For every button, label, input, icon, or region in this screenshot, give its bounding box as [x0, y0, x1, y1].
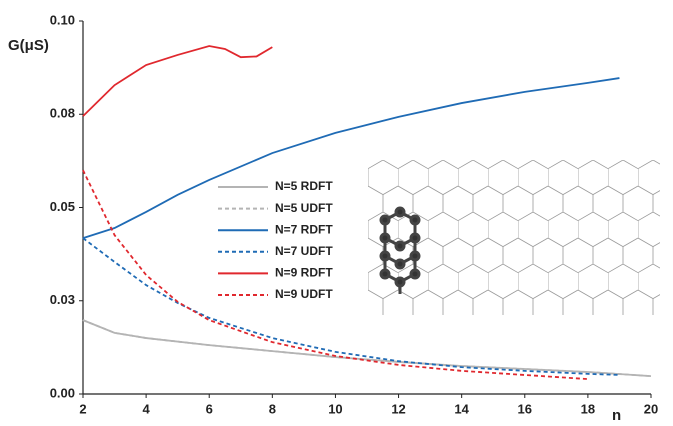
x-tick-label: 14: [454, 401, 469, 416]
y-tick-label: 0.05: [50, 199, 75, 214]
series-line: [83, 320, 651, 376]
y-tick-label: 0.08: [50, 106, 75, 121]
y-axis-label: G(μS): [8, 37, 49, 54]
legend-label: N=5 UDFT: [275, 201, 333, 215]
series-line: [83, 320, 651, 376]
x-tick-label: 4: [142, 401, 150, 416]
x-tick-label: 12: [391, 401, 405, 416]
x-tick-label: 16: [518, 401, 532, 416]
x-tick-label: 8: [269, 401, 276, 416]
x-tick-label: 20: [644, 401, 658, 416]
legend-label: N=7 UDFT: [275, 244, 333, 258]
y-tick-label: 0.03: [50, 292, 75, 307]
series-line: [83, 46, 272, 116]
x-axis-label: n: [612, 407, 621, 424]
x-tick-label: 18: [581, 401, 595, 416]
legend-label: N=7 RDFT: [275, 222, 333, 236]
y-tick-label: 0.00: [50, 385, 75, 400]
legend-label: N=5 RDFT: [275, 179, 333, 193]
legend-label: N=9 UDFT: [275, 287, 333, 301]
x-tick-label: 10: [328, 401, 342, 416]
x-tick-label: 6: [206, 401, 213, 416]
x-tick-label: 2: [79, 401, 86, 416]
legend-label: N=9 RDFT: [275, 266, 333, 280]
y-tick-label: 0.10: [50, 12, 75, 27]
chart: G(μS) n 0.00 0.03 0.05 0.08 0.10 2 4 6 8 10 12 14 16…: [0, 0, 673, 426]
